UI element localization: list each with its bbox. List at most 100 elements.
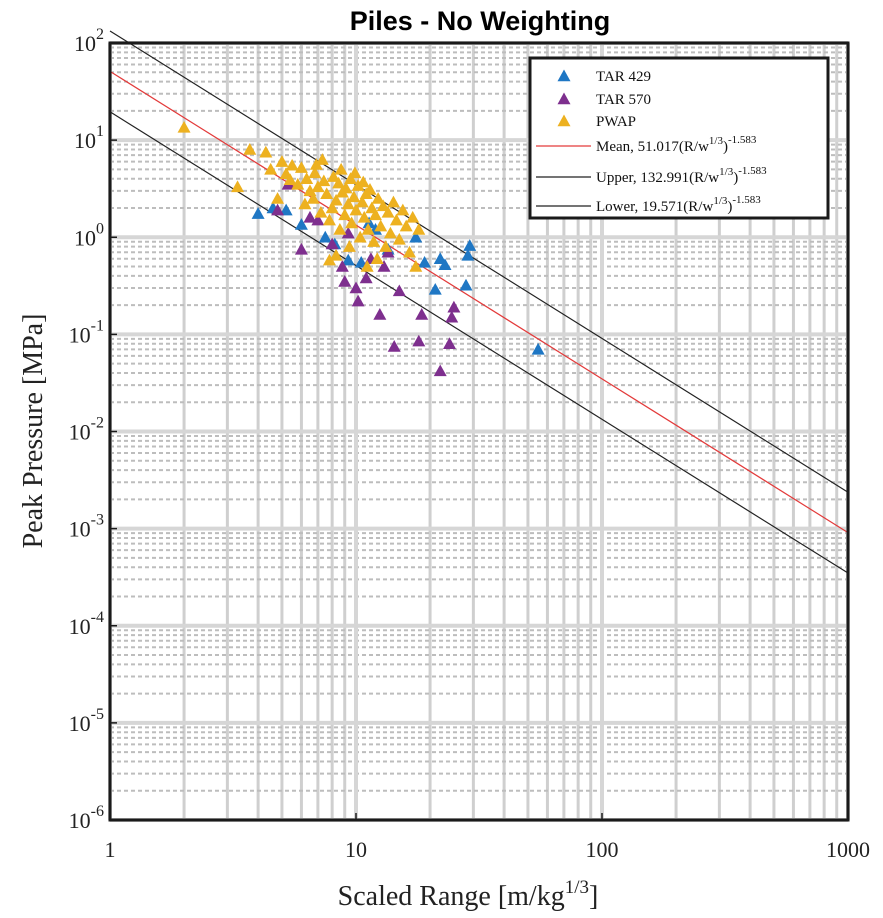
legend-eq-main: Mean, 51.017(R/w [596,139,709,155]
pwap-point [403,245,417,258]
y-tick-label-base: 10 [69,614,91,639]
legend-eq-main: Lower, 19.571(R/w [596,199,713,215]
pwap-point [412,223,426,235]
pwap-point [376,199,390,212]
x-tick-label: 1000 [826,837,870,862]
x-axis-label-main: Scaled Range [m/kg [338,881,565,912]
pwap-point [381,205,395,218]
pwap-point [306,192,320,204]
pwap-point [409,259,423,272]
pwap-point [357,210,371,223]
y-tick-label: 10-2 [69,415,104,445]
legend-box [528,56,830,220]
x-tick-label: 1 [105,837,116,862]
tar-570-point [294,242,308,255]
y-tick-label-exp: -4 [91,609,104,626]
tar-570-point [351,294,365,307]
pwap-point [264,162,278,175]
pwap-point [275,155,289,167]
x-axis-label: Scaled Range [m/kg1/3] [338,877,599,912]
y-tick-label-exp: -1 [91,317,104,334]
mean-fit-line [109,70,849,534]
pwap-point [320,187,334,200]
chart-title: Piles - No Weighting [350,6,611,36]
y-tick-label-exp: -6 [91,803,104,820]
data-markers [177,120,545,377]
y-tick-label-exp: 0 [96,220,104,237]
tar-429-point [461,248,475,261]
pwap-point [383,226,397,239]
axis-ticks: 1 10 100 100010210110010-110-210-310-410-51… [69,26,870,862]
y-tick-label-base: 10 [69,517,91,542]
y-tick-label-base: 10 [69,322,91,347]
tar-429-point [279,203,293,216]
tar-570-point [349,281,363,294]
y-tick-label: 100 [74,220,104,250]
pwap-point [243,143,257,155]
legend-eq-sup: 1/3 [709,135,724,147]
legend-eq-close: ) [733,170,738,186]
legend-eq-exp: -1.583 [728,134,757,146]
tar-429-point [354,255,368,268]
pwap-point [370,252,384,264]
pwap-point [294,161,308,173]
tar-570-point [412,334,426,347]
y-tick-label-base: 10 [69,711,91,736]
pwap-point [338,208,352,221]
tar-570-point [387,340,401,352]
legend-marker-pwap [557,114,571,127]
pwap-point [347,190,361,203]
legend-eq-exp: -1.583 [738,165,767,177]
legend-marker-tar-429 [557,69,571,82]
pwap-point [353,230,367,243]
pwap-point [360,259,374,272]
tar-429-point [428,282,442,295]
tar-570-point [433,364,447,377]
legend-eq-close: ) [727,199,732,215]
pwap-point [231,180,245,193]
pwap-point [314,205,328,218]
legend-label-mean: Mean, 51.017(R/w1/3)-1.583 [596,134,757,155]
pwap-point [396,203,410,216]
pwap-point [344,172,358,184]
pwap-point [332,176,346,189]
pwap-point [325,201,339,214]
pwap-point [329,248,343,261]
upper-fit-line [109,30,849,493]
y-tick-label: 10-5 [69,706,104,736]
pwap-point [291,177,305,190]
pwap-point [348,166,362,179]
pwap-point [334,162,348,175]
y-tick-label-base: 10 [69,808,91,833]
pwap-point [339,181,353,194]
pwap-point [259,145,273,158]
tar-570-point [443,337,457,349]
y-tick-label-base: 10 [74,225,96,250]
pwap-point [386,195,400,208]
y-tick-label-base: 10 [69,420,91,445]
tar-570-point [373,308,387,320]
x-axis-label-sup: 1/3 [565,877,589,898]
pwap-point [333,223,347,235]
legend-eq-exp: -1.583 [732,194,761,206]
x-tick-label: 100 [586,837,619,862]
pwap-point [300,172,314,184]
pwap-point [283,173,297,186]
tar-570-point [341,226,355,239]
pwap-point [177,120,191,133]
legend-label-tar-429: TAR 429 [596,69,651,85]
tar-429-point [251,207,265,219]
pwap-point [371,192,385,204]
tar-570-point [377,259,391,272]
y-tick-label-base: 10 [74,31,96,56]
legend-label-lower: Lower, 19.571(R/w1/3)-1.583 [596,194,761,215]
tar-570-point [447,300,461,313]
tar-570-point [311,213,325,226]
pwap-point [355,195,369,208]
x-axis-label-end: ] [589,881,598,912]
pwap-point [361,223,375,235]
tar-570-point [445,310,459,323]
tar-429-point [418,255,432,268]
y-tick-label: 10-3 [69,512,104,542]
